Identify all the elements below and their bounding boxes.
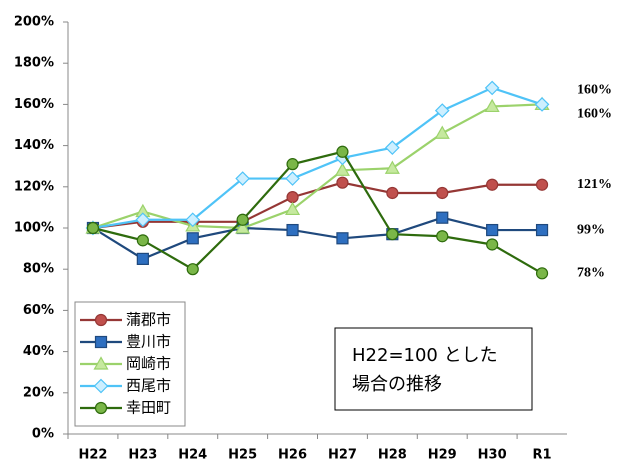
legend-label: 豊川市 bbox=[126, 333, 171, 351]
value-label: 160% bbox=[577, 107, 612, 122]
marker bbox=[136, 234, 149, 247]
marker bbox=[236, 213, 249, 226]
marker bbox=[235, 171, 250, 186]
y-tick-label: 20% bbox=[23, 385, 54, 400]
x-tick-label: H28 bbox=[378, 448, 407, 463]
y-tick-label: 160% bbox=[14, 97, 54, 112]
marker bbox=[94, 401, 108, 415]
marker bbox=[334, 162, 350, 176]
marker bbox=[436, 230, 449, 243]
marker bbox=[385, 140, 400, 156]
marker bbox=[484, 80, 500, 96]
marker bbox=[336, 232, 349, 245]
marker bbox=[336, 145, 349, 158]
marker bbox=[535, 178, 549, 191]
y-tick-label: 60% bbox=[23, 303, 54, 318]
series-line bbox=[92, 86, 543, 230]
annotation: 場合の推移 bbox=[352, 374, 442, 395]
marker bbox=[535, 267, 549, 280]
x-tick-label: H30 bbox=[478, 448, 507, 463]
marker bbox=[535, 223, 549, 237]
marker bbox=[434, 103, 450, 118]
marker bbox=[94, 335, 108, 349]
marker bbox=[434, 125, 450, 139]
marker bbox=[386, 186, 399, 200]
marker bbox=[286, 223, 299, 237]
marker bbox=[486, 178, 499, 191]
marker bbox=[135, 212, 151, 228]
marker bbox=[94, 313, 108, 327]
marker bbox=[185, 212, 201, 228]
series-line bbox=[92, 216, 543, 261]
value-label: 78% bbox=[577, 266, 605, 281]
marker bbox=[235, 220, 251, 234]
y-tick-label: 140% bbox=[14, 138, 54, 153]
legend-label: 岡崎市 bbox=[126, 355, 171, 373]
marker bbox=[286, 191, 299, 204]
annotation-box bbox=[334, 327, 533, 411]
marker bbox=[93, 356, 109, 370]
marker bbox=[384, 160, 400, 174]
y-tick-label: 0% bbox=[32, 427, 54, 442]
y-tick-label: 200% bbox=[14, 15, 54, 30]
value-label: 160% bbox=[577, 83, 612, 98]
annotation: H22=100 とした bbox=[352, 345, 498, 366]
marker bbox=[436, 211, 449, 224]
marker bbox=[534, 97, 550, 112]
marker bbox=[484, 98, 500, 113]
x-tick-label: H27 bbox=[328, 448, 357, 463]
y-tick-label: 100% bbox=[14, 221, 54, 236]
marker bbox=[285, 171, 300, 186]
x-tick-label: H25 bbox=[228, 448, 257, 463]
y-tick-label: 40% bbox=[23, 344, 54, 359]
legend-label: 蒲郡市 bbox=[126, 311, 171, 329]
marker bbox=[486, 238, 499, 251]
value-label: 121% bbox=[577, 177, 612, 192]
legend-label: 幸田町 bbox=[126, 399, 171, 417]
x-tick-label: H23 bbox=[128, 448, 157, 463]
marker bbox=[336, 176, 349, 189]
marker bbox=[486, 223, 499, 237]
marker bbox=[436, 186, 449, 200]
x-tick-label: H29 bbox=[428, 448, 457, 463]
y-tick-label: 120% bbox=[14, 179, 54, 194]
marker bbox=[186, 263, 199, 276]
marker bbox=[386, 228, 399, 241]
x-tick-label: R1 bbox=[533, 448, 552, 463]
x-tick-label: H24 bbox=[178, 448, 207, 463]
x-tick-label: H26 bbox=[278, 448, 307, 463]
marker bbox=[285, 201, 301, 216]
marker bbox=[93, 378, 109, 394]
legend-label: 西尾市 bbox=[126, 377, 171, 395]
marker bbox=[136, 252, 149, 265]
marker bbox=[86, 221, 100, 235]
value-label: 99% bbox=[577, 222, 605, 237]
series-line bbox=[92, 150, 543, 275]
x-tick-label: H22 bbox=[78, 448, 107, 463]
marker bbox=[286, 158, 299, 171]
y-tick-label: 80% bbox=[23, 262, 54, 277]
y-tick-label: 180% bbox=[14, 56, 54, 71]
marker bbox=[186, 232, 199, 245]
